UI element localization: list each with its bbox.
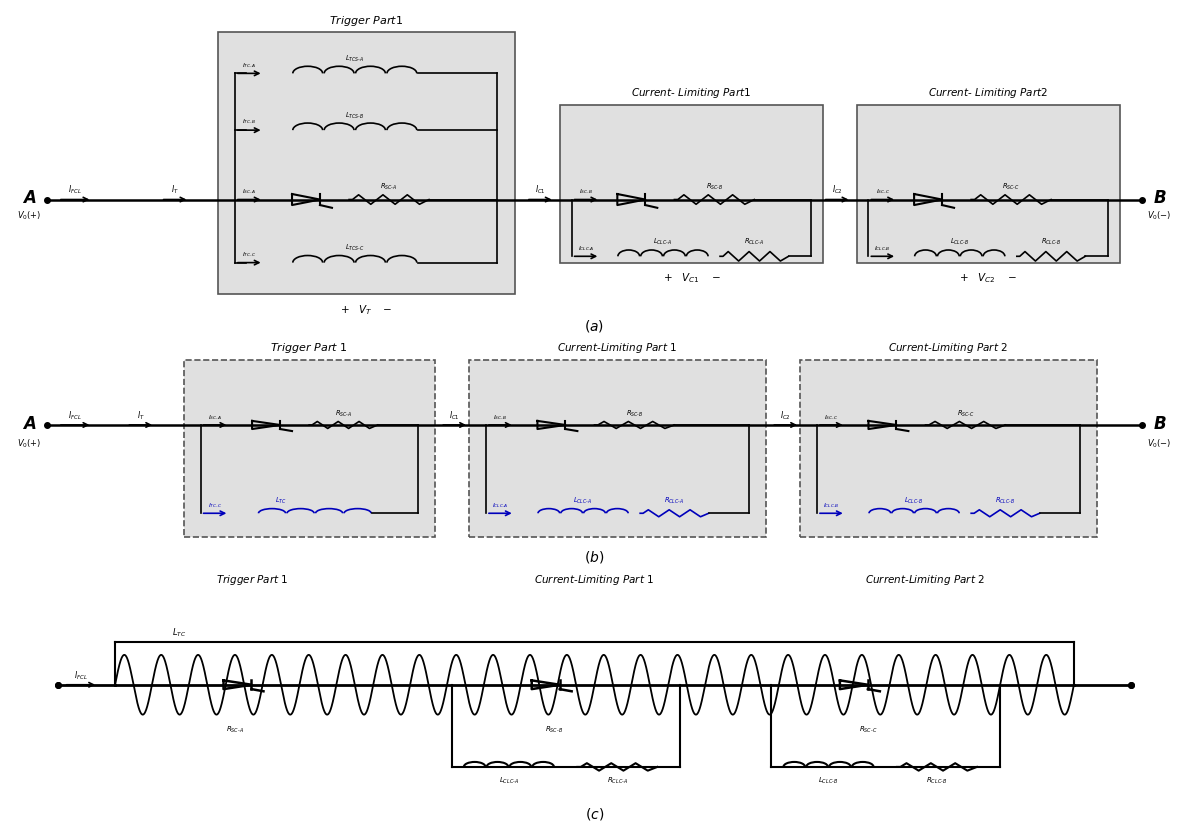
Text: $R_{SC\text{-}B}$: $R_{SC\text{-}B}$ [706, 182, 723, 192]
Bar [560, 105, 823, 262]
Text: $\it{Current\text{-}Limiting\ Part\ 1}$: $\it{Current\text{-}Limiting\ Part\ 1}$ [558, 341, 678, 355]
Text: $\it{Current\text{-}Limiting\ Part\ 1}$: $\it{Current\text{-}Limiting\ Part\ 1}$ [534, 573, 655, 587]
Text: $R_{SC\text{-}A}$: $R_{SC\text{-}A}$ [380, 182, 397, 192]
Text: $I_{SC\text{-}A}$: $I_{SC\text{-}A}$ [208, 413, 222, 422]
Text: $L_{TCS\text{-}B}$: $L_{TCS\text{-}B}$ [345, 110, 365, 120]
Text: $I_{TC\text{-}A}$: $I_{TC\text{-}A}$ [243, 61, 256, 70]
Text: $L_{CLC\text{-}B}$: $L_{CLC\text{-}B}$ [818, 775, 838, 786]
Text: $R_{SC\text{-}C}$: $R_{SC\text{-}C}$ [1002, 182, 1020, 192]
Text: $I_T$: $I_T$ [171, 183, 180, 196]
Text: $V_0(-)$: $V_0(-)$ [1147, 437, 1172, 450]
Text: $R_{CLC\text{-}A}$: $R_{CLC\text{-}A}$ [665, 496, 685, 506]
Text: $I_{FCL}$: $I_{FCL}$ [68, 410, 82, 422]
Text: $(a)$: $(a)$ [585, 318, 604, 334]
Text: $R_{CLC\text{-}B}$: $R_{CLC\text{-}B}$ [1040, 237, 1062, 247]
Text: $R_{CLC\text{-}B}$: $R_{CLC\text{-}B}$ [926, 775, 948, 786]
Text: $I_{SC\text{-}B}$: $I_{SC\text{-}B}$ [493, 413, 508, 422]
Bar [468, 360, 766, 536]
Text: $R_{SC\text{-}C}$: $R_{SC\text{-}C}$ [957, 409, 974, 419]
Text: $R_{SC\text{-}C}$: $R_{SC\text{-}C}$ [860, 725, 877, 735]
Text: $I_{SC\text{-}B}$: $I_{SC\text{-}B}$ [579, 187, 593, 196]
Text: $R_{CLC\text{-}A}$: $R_{CLC\text{-}A}$ [606, 775, 628, 786]
Text: $I_{FCL}$: $I_{FCL}$ [74, 669, 88, 681]
Text: $(c)$: $(c)$ [585, 806, 604, 823]
Text: $\boldsymbol{A}$: $\boldsymbol{A}$ [23, 189, 37, 207]
Text: $I_{C2}$: $I_{C2}$ [780, 410, 791, 422]
Text: $L_{TCS\text{-}C}$: $L_{TCS\text{-}C}$ [345, 243, 365, 253]
Text: $\it{Current\text{-}\ Limiting\ Part1}$: $\it{Current\text{-}\ Limiting\ Part1}$ [631, 86, 751, 100]
Bar [183, 360, 435, 536]
Text: $(b)$: $(b)$ [584, 549, 605, 565]
Text: $\it{Trigger\ Part\ 1}$: $\it{Trigger\ Part\ 1}$ [215, 573, 289, 587]
Text: $I_{C1}$: $I_{C1}$ [535, 183, 546, 196]
Bar [800, 360, 1096, 536]
Text: $L_{TC}$: $L_{TC}$ [275, 496, 287, 506]
Text: $\it{Trigger\ Part1}$: $\it{Trigger\ Part1}$ [329, 13, 403, 27]
Text: $+\quad V_{C1}\quad -$: $+\quad V_{C1}\quad -$ [662, 271, 721, 286]
Text: $I_{SC\text{-}A}$: $I_{SC\text{-}A}$ [243, 187, 256, 196]
Text: $I_{CLC\text{-}A}$: $I_{CLC\text{-}A}$ [492, 501, 509, 510]
Text: $L_{CLC\text{-}A}$: $L_{CLC\text{-}A}$ [653, 237, 673, 247]
Text: $I_{TC\text{-}B}$: $I_{TC\text{-}B}$ [243, 118, 256, 126]
Text: $\it{Current\text{-}Limiting\ Part\ 2}$: $\it{Current\text{-}Limiting\ Part\ 2}$ [888, 341, 1008, 355]
Text: $I_{CLC\text{-}A}$: $I_{CLC\text{-}A}$ [578, 244, 594, 252]
Text: $\it{Current\text{-}\ Limiting\ Part2}$: $\it{Current\text{-}\ Limiting\ Part2}$ [929, 86, 1049, 100]
Text: $I_{C1}$: $I_{C1}$ [449, 410, 460, 422]
Text: $\boldsymbol{B}$: $\boldsymbol{B}$ [1152, 415, 1166, 432]
Text: $R_{CLC\text{-}B}$: $R_{CLC\text{-}B}$ [995, 496, 1015, 506]
Text: $L_{CLC\text{-}B}$: $L_{CLC\text{-}B}$ [950, 237, 969, 247]
Text: $I_{CLC\text{-}B}$: $I_{CLC\text{-}B}$ [823, 501, 839, 510]
Text: $L_{TC}$: $L_{TC}$ [172, 626, 187, 639]
Text: $I_{C2}$: $I_{C2}$ [831, 183, 843, 196]
Text: $L_{CLC\text{-}B}$: $L_{CLC\text{-}B}$ [905, 496, 924, 506]
Text: $\boldsymbol{B}$: $\boldsymbol{B}$ [1152, 189, 1166, 207]
Text: $L_{TCS\text{-}A}$: $L_{TCS\text{-}A}$ [345, 54, 364, 64]
Text: $I_{FCL}$: $I_{FCL}$ [68, 183, 82, 196]
Text: $\boldsymbol{A}$: $\boldsymbol{A}$ [23, 415, 37, 432]
Text: $R_{SC\text{-}B}$: $R_{SC\text{-}B}$ [625, 409, 643, 419]
Text: $\it{Current\text{-}Limiting\ Part\ 2}$: $\it{Current\text{-}Limiting\ Part\ 2}$ [866, 573, 986, 587]
Text: $I_T$: $I_T$ [137, 410, 145, 422]
Text: $I_{SC\text{-}C}$: $I_{SC\text{-}C}$ [875, 187, 889, 196]
Text: $V_0(-)$: $V_0(-)$ [1147, 209, 1172, 222]
Text: $R_{SC\text{-}B}$: $R_{SC\text{-}B}$ [546, 725, 564, 735]
Text: $L_{CLC\text{-}A}$: $L_{CLC\text{-}A}$ [573, 496, 593, 506]
Text: $R_{SC\text{-}A}$: $R_{SC\text{-}A}$ [226, 725, 244, 735]
Text: $I_{TC\text{-}C}$: $I_{TC\text{-}C}$ [208, 501, 222, 510]
Text: $V_0(+)$: $V_0(+)$ [17, 437, 42, 450]
Text: $I_{SC\text{-}C}$: $I_{SC\text{-}C}$ [824, 413, 838, 422]
Bar [218, 32, 515, 294]
Text: $V_0(+)$: $V_0(+)$ [17, 209, 42, 222]
Text: $+\quad V_T\quad -$: $+\quad V_T\quad -$ [340, 303, 392, 317]
Text: $R_{SC\text{-}A}$: $R_{SC\text{-}A}$ [335, 409, 352, 419]
Text: $+\quad V_{C2}\quad -$: $+\quad V_{C2}\quad -$ [960, 271, 1017, 286]
Text: $\it{Trigger\ Part\ 1}$: $\it{Trigger\ Part\ 1}$ [270, 341, 348, 355]
Text: $I_{TC\text{-}C}$: $I_{TC\text{-}C}$ [243, 250, 257, 259]
Text: $R_{CLC\text{-}A}$: $R_{CLC\text{-}A}$ [744, 237, 765, 247]
Text: $L_{CLC\text{-}A}$: $L_{CLC\text{-}A}$ [498, 775, 520, 786]
Bar [857, 105, 1120, 262]
Text: $I_{CLC\text{-}B}$: $I_{CLC\text{-}B}$ [874, 244, 891, 252]
